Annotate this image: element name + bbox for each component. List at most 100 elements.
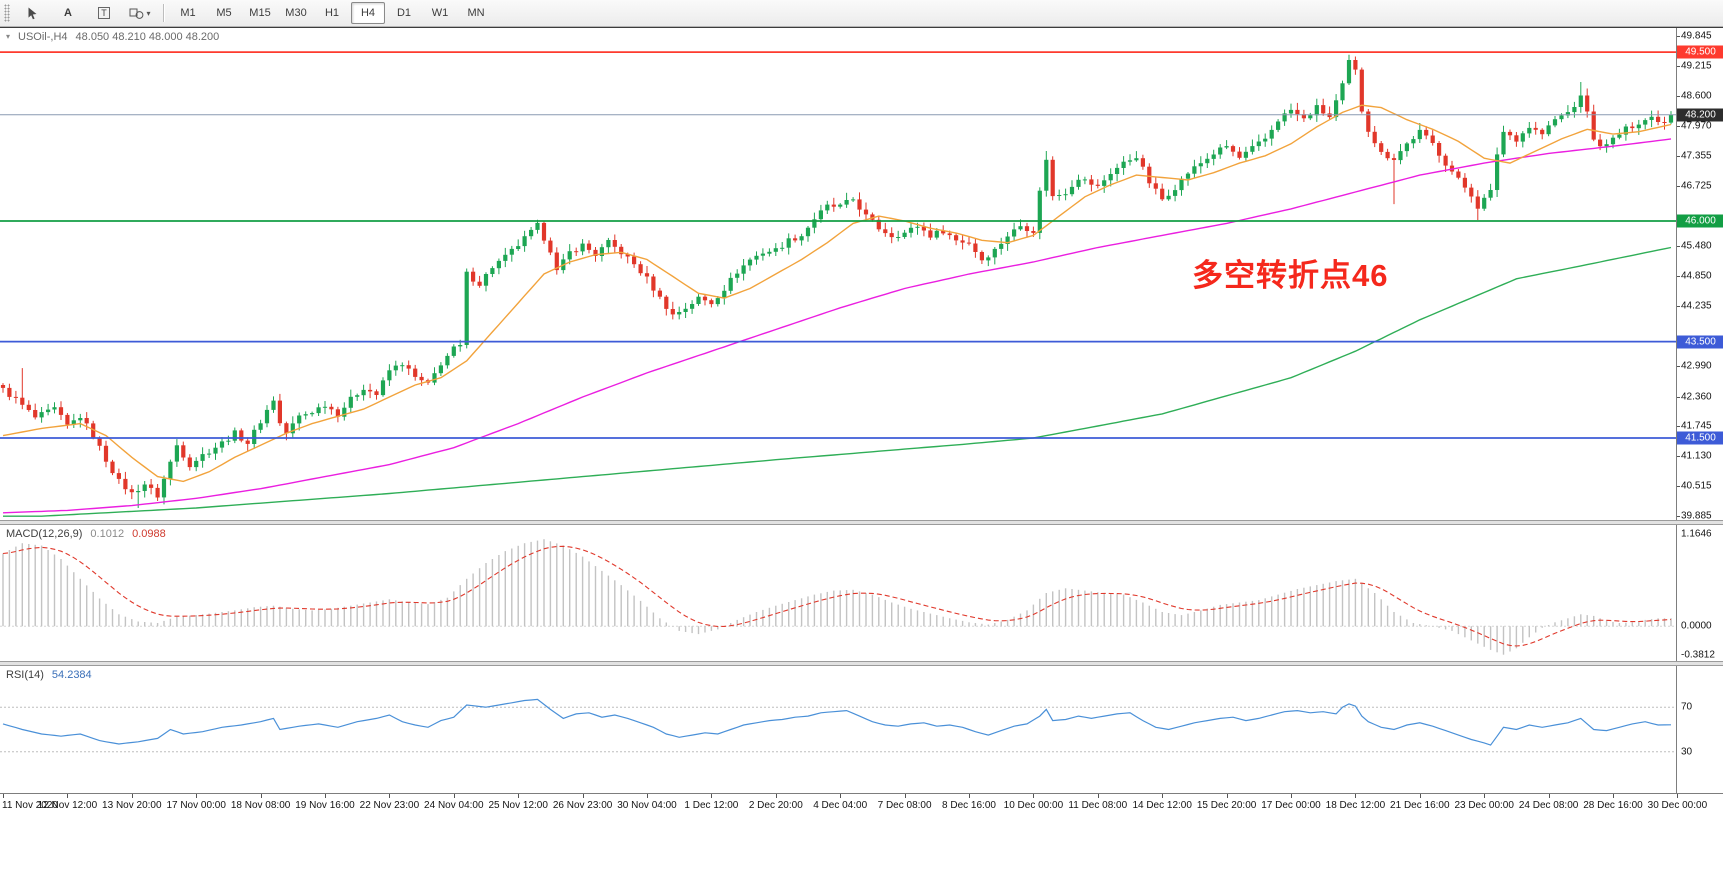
timeframe-H4-button[interactable]: H4 — [351, 2, 385, 24]
current-price-badge: 48.200 — [1677, 108, 1723, 122]
price-tick-mark — [1677, 396, 1680, 398]
time-label: 4 Dec 04:00 — [813, 800, 868, 811]
timeframe-M1-button[interactable]: M1 — [180, 7, 196, 19]
timeframe-buttons-group: M1 M5 M15 M30 H1 H4 D1 W1 MN — [170, 2, 494, 24]
price-tick-mark — [1677, 125, 1680, 127]
time-tick-mark — [904, 794, 906, 798]
time-tick-mark — [1419, 794, 1421, 798]
price-tick-mark — [1677, 246, 1680, 247]
rsi-line — [2, 698, 1672, 746]
time-label: 17 Dec 00:00 — [1261, 800, 1321, 811]
time-tick-mark — [647, 794, 648, 798]
timeframe-M5-button[interactable]: M5 — [216, 7, 232, 19]
time-tick-mark — [1484, 794, 1486, 798]
time-tick-mark — [131, 794, 133, 798]
time-label: 25 Nov 12:00 — [488, 800, 548, 811]
time-tick-mark — [711, 794, 713, 798]
time-label: 18 Dec 12:00 — [1325, 800, 1386, 811]
price-tick-label: 44.850 — [1681, 270, 1712, 282]
time-label: 22 Nov 23:00 — [359, 800, 420, 811]
toolbar: A T ▾ M1 M5 M15 M30 H1 H4 D1 W1 MN — [0, 0, 1723, 27]
tool-text-label-button[interactable]: T — [87, 2, 121, 24]
macd-scale[interactable]: 1.1646 0.0000 -0.3812 — [1676, 525, 1723, 661]
time-tick-mark — [775, 794, 777, 798]
timeframe-M30-button[interactable]: M30 — [285, 7, 307, 19]
price-tick-mark — [1677, 455, 1680, 457]
rsi-scale-lower: 30 — [1681, 746, 1693, 758]
macd-panel: MACD(12,26,9) 0.1012 0.0988 1.1646 0.0000… — [0, 525, 1723, 661]
price-tick-mark — [1677, 186, 1680, 187]
macd-scale-max: 1.1646 — [1681, 528, 1712, 540]
time-tick-mark — [1226, 794, 1228, 798]
macd-plot[interactable] — [0, 525, 1676, 661]
time-tick-mark — [389, 794, 391, 798]
price-tick-label: 39.885 — [1681, 510, 1712, 521]
price-tick-label: 44.235 — [1681, 300, 1712, 312]
price-tick-mark — [1677, 366, 1680, 368]
ma-slow-line — [3, 246, 1672, 517]
time-axis[interactable]: 11 Nov 2020 12 Nov 12:00 13 Nov 20:00 17 No… — [0, 793, 1723, 816]
tool-text-button[interactable]: A — [51, 2, 85, 24]
price-tick-mark — [1677, 35, 1680, 37]
timeframe-MN-button[interactable]: MN — [467, 7, 485, 19]
main-chart-panel: ▾ USOil-,H4 48.050 48.210 48.000 48.200 … — [0, 27, 1723, 521]
time-label: 17 Nov 00:00 — [166, 800, 226, 811]
toolbar-grip[interactable] — [4, 4, 10, 22]
time-label: 23 Dec 00:00 — [1454, 800, 1514, 811]
time-label: 18 Nov 08:00 — [230, 800, 291, 811]
tool-cursor-button[interactable] — [15, 2, 49, 24]
price-tick-label: 47.355 — [1681, 150, 1712, 162]
macd-histogram — [2, 539, 1672, 655]
letter-a-icon: A — [64, 7, 72, 19]
ma-mid-line — [2, 138, 1672, 514]
price-tick-label: 41.130 — [1681, 450, 1712, 462]
time-tick-mark — [260, 794, 262, 798]
time-tick-mark — [1677, 794, 1679, 798]
macd-canvas[interactable] — [0, 525, 1676, 661]
time-label: 8 Dec 16:00 — [942, 800, 996, 811]
chevron-down-icon: ▾ — [146, 8, 151, 18]
level-price-badge: 49.500 — [1677, 45, 1723, 59]
timeframe-W1-button[interactable]: W1 — [431, 7, 449, 19]
price-tick-label: 42.990 — [1681, 360, 1712, 372]
panel-splitter[interactable] — [0, 661, 1723, 666]
timeframe-M15-button[interactable]: M15 — [249, 7, 271, 19]
time-label: 19 Nov 16:00 — [295, 800, 355, 811]
time-tick-mark — [1033, 794, 1035, 798]
rsi-scale[interactable]: 70 30 — [1676, 666, 1723, 793]
price-tick-mark — [1677, 65, 1680, 67]
time-label: 11 Dec 08:00 — [1068, 800, 1128, 811]
main-chart-canvas[interactable] — [0, 28, 1676, 521]
time-tick-mark — [1291, 794, 1292, 798]
panel-splitter[interactable] — [0, 520, 1723, 525]
time-label: 30 Dec 00:00 — [1647, 800, 1708, 811]
price-scale[interactable]: 49.845 49.215 48.600 47.970 47.355 46.725 45.4… — [1676, 28, 1723, 521]
time-tick-mark — [3, 794, 4, 798]
time-tick-mark — [325, 794, 326, 798]
price-tick-label: 48.600 — [1681, 90, 1712, 101]
time-tick-mark — [196, 794, 198, 798]
time-tick-mark — [969, 794, 970, 798]
time-tick-mark — [453, 794, 455, 798]
timeframe-D1-button[interactable]: D1 — [396, 7, 412, 19]
price-tick-label: 45.480 — [1681, 240, 1712, 252]
time-label: 26 Nov 23:00 — [552, 800, 613, 811]
timeframe-H1-button[interactable]: H1 — [324, 7, 340, 19]
time-label: 14 Dec 12:00 — [1132, 800, 1192, 811]
tool-shapes-button[interactable]: ▾ — [123, 2, 157, 24]
time-label: 24 Nov 04:00 — [424, 800, 484, 811]
main-chart-plot[interactable] — [0, 28, 1676, 521]
horizontal-level-lines[interactable] — [0, 51, 1676, 439]
toolbar-separator — [163, 4, 165, 22]
time-label: 24 Dec 08:00 — [1518, 800, 1579, 811]
time-label: 28 Dec 16:00 — [1583, 800, 1643, 811]
rsi-canvas[interactable] — [0, 666, 1676, 793]
time-tick-mark — [582, 794, 584, 798]
rsi-scale-upper: 70 — [1681, 701, 1693, 713]
time-tick-mark — [1097, 794, 1099, 798]
time-label: 7 Dec 08:00 — [877, 800, 932, 811]
annotation-text[interactable]: 多空转折点46 — [1192, 258, 1389, 293]
time-tick-mark — [840, 794, 842, 798]
rsi-plot[interactable] — [0, 666, 1676, 793]
ma-fast-line — [2, 104, 1672, 483]
